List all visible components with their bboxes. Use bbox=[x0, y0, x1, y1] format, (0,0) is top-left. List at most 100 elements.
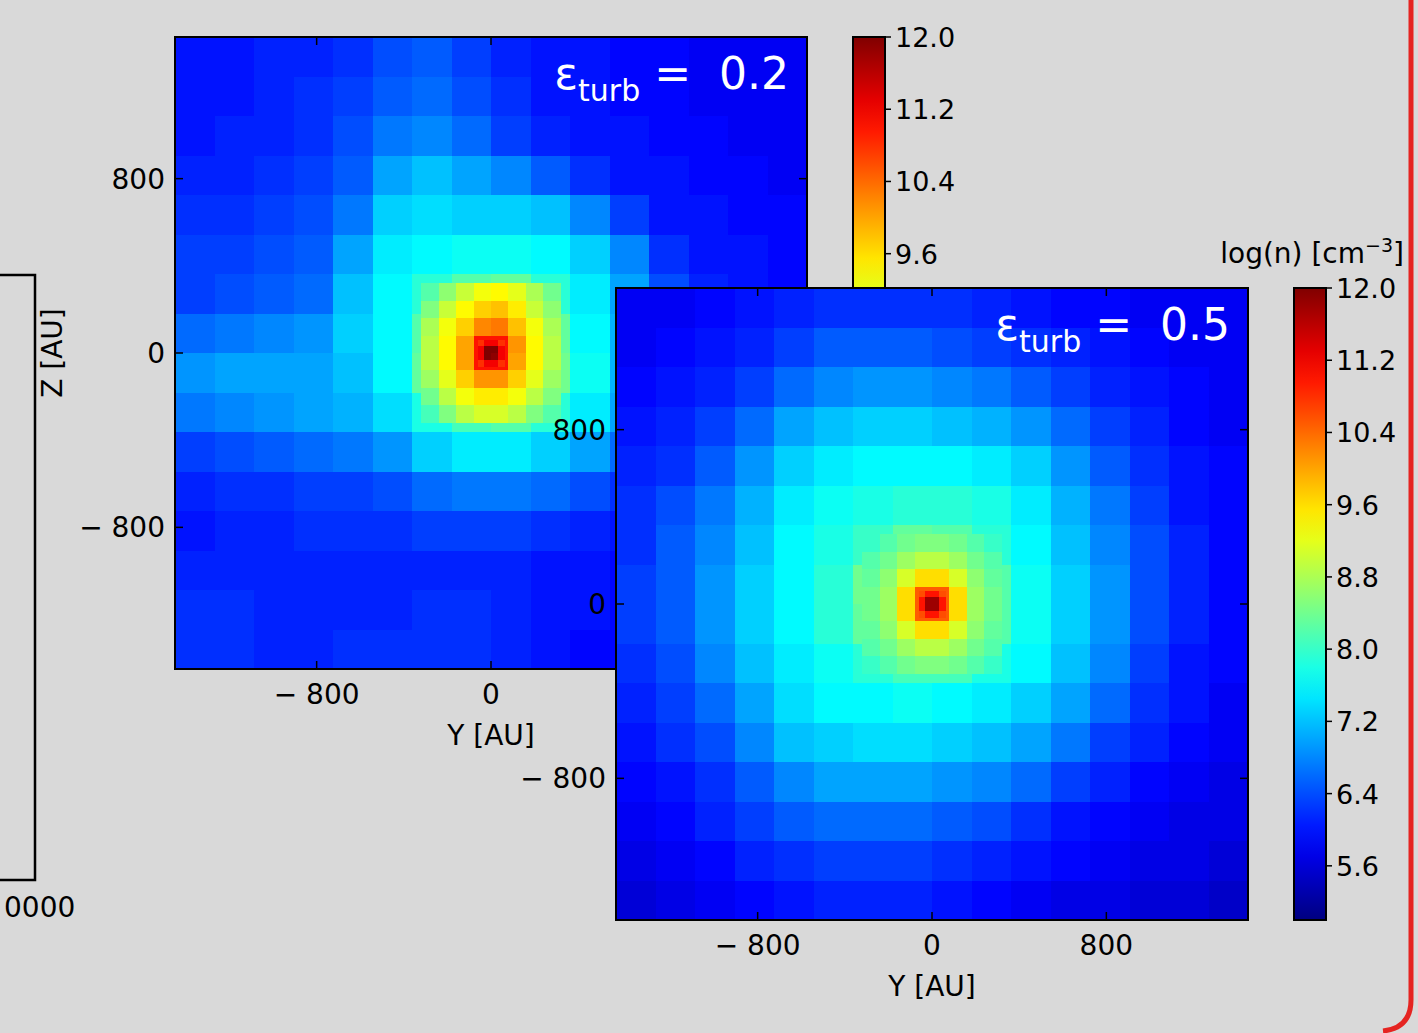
density-cell bbox=[656, 762, 696, 802]
density-cell bbox=[456, 405, 474, 423]
density-cell bbox=[656, 683, 696, 723]
fragment-frame bbox=[0, 275, 35, 880]
density-cell bbox=[452, 156, 492, 196]
x-axis-title: Y [AU] bbox=[446, 719, 535, 752]
density-cell bbox=[439, 405, 457, 423]
density-cell bbox=[880, 656, 898, 674]
density-cell bbox=[919, 591, 926, 598]
colorbar-tick bbox=[1326, 865, 1332, 867]
x-tick-top bbox=[931, 288, 933, 296]
density-cell bbox=[215, 590, 255, 630]
density-cell bbox=[491, 388, 509, 406]
density-cell bbox=[1130, 881, 1170, 921]
density-cell bbox=[175, 156, 215, 196]
density-cell bbox=[373, 314, 413, 354]
density-cell bbox=[439, 336, 457, 354]
density-cell bbox=[656, 288, 696, 328]
density-cell bbox=[294, 77, 334, 117]
density-cell bbox=[1169, 881, 1209, 921]
density-cell bbox=[616, 604, 656, 644]
density-cell bbox=[1169, 525, 1209, 565]
density-cell bbox=[215, 314, 255, 354]
density-cell bbox=[984, 569, 1002, 587]
density-cell bbox=[814, 328, 854, 368]
density-cell bbox=[735, 762, 775, 802]
density-cell bbox=[543, 336, 561, 354]
density-cell bbox=[294, 551, 334, 591]
density-cell bbox=[967, 639, 985, 657]
density-cell bbox=[254, 393, 294, 433]
density-cell bbox=[862, 604, 880, 622]
density-cell bbox=[656, 565, 696, 605]
density-cell bbox=[421, 353, 439, 371]
density-cell bbox=[215, 235, 255, 275]
density-cell bbox=[972, 762, 1012, 802]
density-cell bbox=[175, 116, 215, 156]
density-cell bbox=[1011, 841, 1051, 881]
density-cell bbox=[735, 604, 775, 644]
density-cell bbox=[862, 552, 880, 570]
density-cell bbox=[1169, 446, 1209, 486]
density-cell bbox=[735, 407, 775, 447]
density-cell bbox=[695, 762, 735, 802]
density-cell bbox=[294, 393, 334, 433]
density-cell bbox=[1130, 802, 1170, 842]
density-cell bbox=[254, 630, 294, 670]
x-tick-top bbox=[1106, 288, 1108, 296]
density-cell bbox=[695, 328, 735, 368]
density-cell bbox=[949, 639, 967, 657]
x-tick-label: 800 bbox=[1080, 929, 1133, 962]
density-cell bbox=[768, 156, 808, 196]
plot-ground bbox=[616, 288, 1248, 920]
density-cell bbox=[1169, 367, 1209, 407]
density-cell bbox=[897, 621, 915, 639]
density-cell bbox=[616, 683, 656, 723]
density-cell bbox=[452, 195, 492, 235]
density-cell bbox=[932, 621, 950, 639]
x-tick bbox=[757, 912, 759, 920]
density-cell bbox=[412, 235, 452, 275]
density-cell bbox=[452, 630, 492, 670]
density-cell bbox=[932, 534, 950, 552]
density-cell bbox=[531, 630, 571, 670]
density-cell bbox=[421, 318, 439, 336]
density-cell bbox=[452, 590, 492, 630]
density-cell bbox=[1209, 604, 1249, 644]
density-cell bbox=[215, 432, 255, 472]
density-cell bbox=[294, 314, 334, 354]
density-cell bbox=[656, 446, 696, 486]
density-cell bbox=[333, 274, 373, 314]
density-cell bbox=[333, 393, 373, 433]
density-cell bbox=[972, 683, 1012, 723]
density-cell bbox=[1169, 723, 1209, 763]
density-cell bbox=[972, 446, 1012, 486]
density-cell bbox=[1130, 762, 1170, 802]
density-cell bbox=[439, 318, 457, 336]
density-cell bbox=[294, 472, 334, 512]
density-cell bbox=[616, 486, 656, 526]
colorbar-tick-label: 12.0 bbox=[895, 22, 955, 53]
density-cell bbox=[1011, 644, 1051, 684]
y-tick bbox=[616, 778, 624, 780]
density-cell bbox=[932, 639, 950, 657]
density-cell bbox=[932, 723, 972, 763]
density-cell bbox=[853, 683, 893, 723]
density-cell bbox=[853, 288, 893, 328]
density-cell bbox=[491, 283, 509, 301]
density-cell bbox=[294, 511, 334, 551]
colorbar-tick-label: 5.6 bbox=[1336, 851, 1379, 882]
density-cell bbox=[1169, 802, 1209, 842]
density-cell bbox=[412, 432, 452, 472]
density-cell bbox=[972, 881, 1012, 921]
density-cell bbox=[774, 328, 814, 368]
density-cell bbox=[939, 597, 946, 604]
density-cell bbox=[1090, 486, 1130, 526]
density-cell bbox=[1209, 367, 1249, 407]
x-tick bbox=[490, 661, 492, 669]
density-cell bbox=[254, 551, 294, 591]
density-cell bbox=[967, 604, 985, 622]
density-cell bbox=[491, 37, 531, 77]
density-cell bbox=[1011, 486, 1051, 526]
density-cell bbox=[768, 116, 808, 156]
density-cell bbox=[526, 283, 544, 301]
